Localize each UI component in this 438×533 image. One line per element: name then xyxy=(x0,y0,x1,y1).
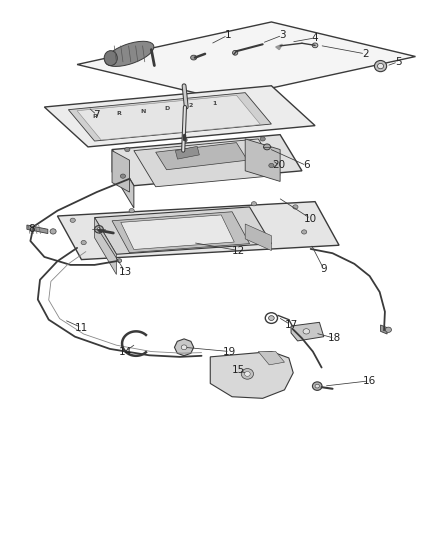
Text: 5: 5 xyxy=(395,57,401,67)
Polygon shape xyxy=(95,217,117,274)
Text: 15: 15 xyxy=(232,365,245,375)
Text: 19: 19 xyxy=(223,346,237,357)
Text: 20: 20 xyxy=(273,160,286,171)
Ellipse shape xyxy=(268,316,274,320)
Ellipse shape xyxy=(315,384,319,388)
Polygon shape xyxy=(112,150,134,208)
Text: 9: 9 xyxy=(321,264,327,274)
Text: 17: 17 xyxy=(284,320,298,330)
Ellipse shape xyxy=(241,368,254,379)
Ellipse shape xyxy=(293,205,298,209)
Text: N: N xyxy=(140,109,145,114)
Polygon shape xyxy=(57,201,339,260)
Ellipse shape xyxy=(105,41,154,67)
Ellipse shape xyxy=(264,144,271,150)
Text: 4: 4 xyxy=(312,33,318,43)
Polygon shape xyxy=(134,139,280,187)
Text: R: R xyxy=(116,111,121,116)
Ellipse shape xyxy=(125,148,130,152)
Polygon shape xyxy=(95,207,272,254)
Polygon shape xyxy=(175,147,199,159)
Polygon shape xyxy=(44,86,315,147)
Ellipse shape xyxy=(233,51,238,55)
Text: 16: 16 xyxy=(363,376,376,386)
Text: 1: 1 xyxy=(224,30,231,41)
Polygon shape xyxy=(210,352,293,398)
Polygon shape xyxy=(112,212,250,253)
Text: D: D xyxy=(164,106,169,111)
Ellipse shape xyxy=(260,137,265,141)
Ellipse shape xyxy=(251,201,257,206)
Ellipse shape xyxy=(312,43,318,48)
Polygon shape xyxy=(174,339,194,356)
Polygon shape xyxy=(77,95,261,140)
Ellipse shape xyxy=(312,382,322,390)
Polygon shape xyxy=(258,352,285,365)
Polygon shape xyxy=(112,135,302,185)
Polygon shape xyxy=(27,225,48,233)
Ellipse shape xyxy=(50,229,56,234)
Ellipse shape xyxy=(244,372,250,376)
Polygon shape xyxy=(68,93,272,141)
Polygon shape xyxy=(381,325,387,334)
Text: 7: 7 xyxy=(93,110,100,120)
Polygon shape xyxy=(291,322,324,341)
Ellipse shape xyxy=(301,230,307,234)
Ellipse shape xyxy=(104,51,117,66)
Ellipse shape xyxy=(385,327,392,333)
Ellipse shape xyxy=(81,240,86,245)
Ellipse shape xyxy=(129,208,134,213)
Ellipse shape xyxy=(117,259,122,263)
Polygon shape xyxy=(155,143,247,169)
Text: 6: 6 xyxy=(303,160,310,171)
Polygon shape xyxy=(121,215,234,249)
Ellipse shape xyxy=(374,61,387,71)
Polygon shape xyxy=(112,151,130,192)
Ellipse shape xyxy=(378,63,384,69)
Polygon shape xyxy=(245,139,280,181)
Text: 18: 18 xyxy=(328,333,341,343)
Text: 3: 3 xyxy=(279,30,286,41)
Text: 11: 11 xyxy=(75,322,88,333)
Ellipse shape xyxy=(269,164,274,167)
Text: 1: 1 xyxy=(212,101,217,106)
Text: P: P xyxy=(92,114,97,119)
Polygon shape xyxy=(276,44,283,50)
Ellipse shape xyxy=(191,55,197,60)
Ellipse shape xyxy=(97,228,101,231)
Ellipse shape xyxy=(181,345,187,350)
Ellipse shape xyxy=(95,225,103,233)
Ellipse shape xyxy=(183,138,187,142)
Ellipse shape xyxy=(70,218,75,222)
Text: 13: 13 xyxy=(119,267,132,277)
Ellipse shape xyxy=(303,329,310,334)
Text: 12: 12 xyxy=(232,246,245,255)
Text: 2: 2 xyxy=(362,49,369,59)
Polygon shape xyxy=(77,22,416,99)
Text: 2: 2 xyxy=(188,103,193,108)
Polygon shape xyxy=(245,224,272,251)
Text: 10: 10 xyxy=(304,214,317,224)
Text: 8: 8 xyxy=(28,224,35,235)
Ellipse shape xyxy=(120,174,126,178)
Text: 14: 14 xyxy=(119,346,132,357)
